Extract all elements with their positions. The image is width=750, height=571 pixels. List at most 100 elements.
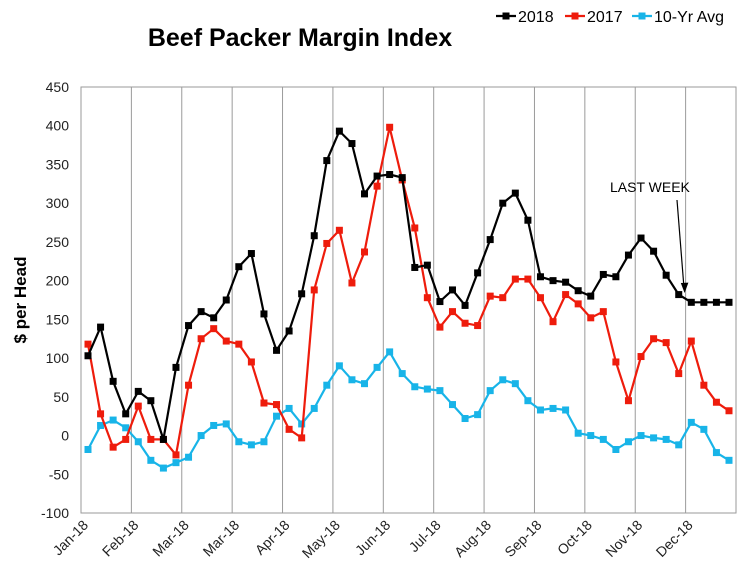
data-point-10-yr-avg (235, 438, 243, 446)
data-point-2017 (536, 294, 544, 302)
data-point-2017 (448, 308, 456, 316)
x-tick-label: Feb-18 (99, 517, 142, 560)
series-line-2018 (86, 130, 729, 441)
data-point-2017 (499, 294, 507, 302)
data-point-2018 (373, 172, 381, 180)
y-axis-ticks: -100 -50 0 50 100 150 200 250 300 350 400 450 (41, 79, 69, 521)
data-point-2018 (361, 190, 369, 198)
data-point-10-yr-avg (109, 416, 117, 424)
data-point-2018 (700, 298, 708, 306)
data-point-2018 (549, 277, 557, 285)
series-line-10-yr-avg (87, 350, 730, 470)
data-point-2017 (373, 182, 381, 190)
data-point-10-yr-avg (511, 380, 519, 388)
data-point-2017 (599, 308, 607, 316)
data-point-2017 (725, 407, 733, 415)
data-point-2018 (147, 397, 155, 405)
data-point-2017 (122, 435, 130, 443)
data-point-2018 (348, 140, 356, 148)
data-point-10-yr-avg (185, 453, 193, 461)
data-point-2017 (260, 399, 268, 407)
data-point-2018 (260, 310, 268, 318)
data-point-10-yr-avg (574, 429, 582, 437)
y-tick-label: 150 (46, 311, 70, 327)
data-point-2018 (159, 435, 167, 443)
data-point-10-yr-avg (536, 406, 544, 414)
series-10-yr-avg (84, 348, 733, 472)
data-point-2017 (185, 381, 193, 389)
x-tick-label: Oct-18 (554, 517, 595, 558)
data-point-2017 (84, 340, 92, 348)
y-tick-label: 0 (61, 428, 69, 444)
data-point-2018 (273, 346, 281, 354)
data-point-2018 (536, 273, 544, 281)
legend: 2018 2017 10-Yr Avg (496, 9, 724, 26)
data-point-2017 (323, 239, 331, 247)
data-point-10-yr-avg (423, 385, 431, 393)
data-point-10-yr-avg (700, 425, 708, 433)
data-point-2018 (712, 298, 720, 306)
data-point-2018 (675, 291, 683, 299)
data-point-2018 (298, 290, 306, 298)
x-tick-label: May-18 (299, 517, 343, 561)
data-point-2017 (486, 292, 494, 300)
data-point-10-yr-avg (461, 415, 469, 423)
y-tick-label: -100 (41, 505, 69, 521)
data-point-10-yr-avg (524, 397, 532, 405)
data-point-10-yr-avg (222, 420, 230, 428)
data-point-10-yr-avg (386, 348, 394, 356)
data-point-2017 (273, 401, 281, 409)
data-point-2017 (210, 325, 218, 333)
x-tick-label: Jan-18 (50, 517, 92, 559)
data-point-10-yr-avg (373, 363, 381, 371)
data-point-10-yr-avg (637, 432, 645, 440)
data-point-2017 (474, 322, 482, 330)
data-point-10-yr-avg (436, 387, 444, 395)
data-point-2018 (398, 174, 406, 182)
data-point-2018 (235, 263, 243, 271)
data-point-2017 (700, 381, 708, 389)
legend-item-10-yr-avg: 10-Yr Avg (632, 9, 724, 26)
data-point-2018 (474, 269, 482, 277)
data-point-2018 (97, 323, 105, 331)
data-point-2017 (310, 286, 318, 294)
data-point-10-yr-avg (122, 424, 130, 432)
data-point-2017 (109, 443, 117, 451)
data-point-10-yr-avg (172, 459, 180, 467)
data-point-10-yr-avg (197, 432, 205, 440)
data-point-10-yr-avg (411, 383, 419, 391)
data-point-2017 (675, 370, 683, 378)
chart-title: Beef Packer Margin Index (148, 24, 452, 52)
data-point-2017 (436, 323, 444, 331)
data-point-2017 (461, 319, 469, 327)
data-point-2018 (210, 314, 218, 322)
annotation-last-week: LAST WEEK (610, 179, 691, 293)
data-point-2018 (411, 263, 419, 271)
data-point-2017 (612, 358, 620, 366)
data-point-2018 (323, 157, 331, 165)
data-point-10-yr-avg (97, 421, 105, 429)
data-point-10-yr-avg (675, 441, 683, 449)
y-tick-label: 350 (46, 156, 70, 172)
data-point-2018 (511, 189, 519, 197)
data-point-2017 (172, 451, 180, 459)
data-point-2017 (423, 294, 431, 302)
annotation-arrow (676, 199, 685, 289)
data-point-2018 (562, 278, 570, 286)
series-2017 (84, 123, 733, 459)
y-axis-label: $ per Head (11, 257, 30, 344)
data-point-10-yr-avg (147, 456, 155, 464)
legend-item-2018: 2018 (496, 9, 554, 26)
data-point-2017 (335, 226, 343, 234)
data-point-2017 (411, 224, 419, 232)
data-point-2018 (247, 250, 255, 258)
data-point-10-yr-avg (587, 432, 595, 440)
data-point-10-yr-avg (612, 445, 620, 453)
data-point-2017 (511, 275, 519, 283)
data-point-2017 (637, 353, 645, 361)
y-tick-label: 450 (46, 79, 70, 95)
data-point-10-yr-avg (273, 412, 281, 420)
y-tick-label: 200 (46, 273, 70, 289)
data-point-10-yr-avg (260, 438, 268, 446)
data-point-10-yr-avg (134, 438, 142, 446)
